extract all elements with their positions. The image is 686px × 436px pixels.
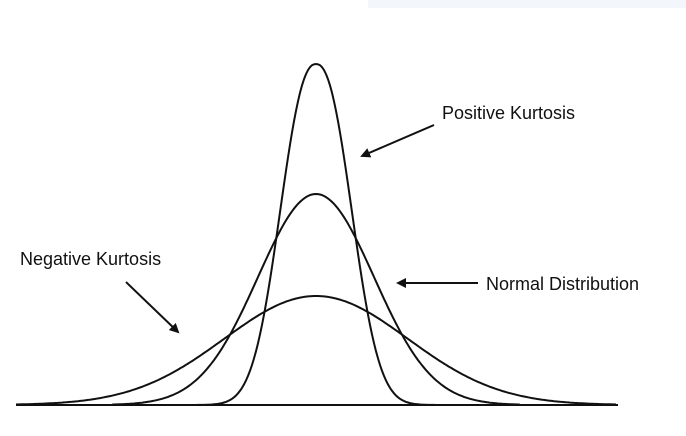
normal-distribution-label: Normal Distribution (486, 274, 639, 294)
negative-kurtosis-curve (15, 295, 617, 406)
positive-kurtosis-curve (182, 62, 450, 406)
negative-kurtosis-label: Negative Kurtosis (20, 249, 161, 269)
positive-kurtosis-arrow (360, 124, 435, 158)
positive-kurtosis-label: Positive Kurtosis (442, 103, 575, 123)
top-strip (368, 0, 686, 8)
normal-distribution-curve (111, 192, 521, 406)
negative-kurtosis-arrow (125, 281, 180, 334)
